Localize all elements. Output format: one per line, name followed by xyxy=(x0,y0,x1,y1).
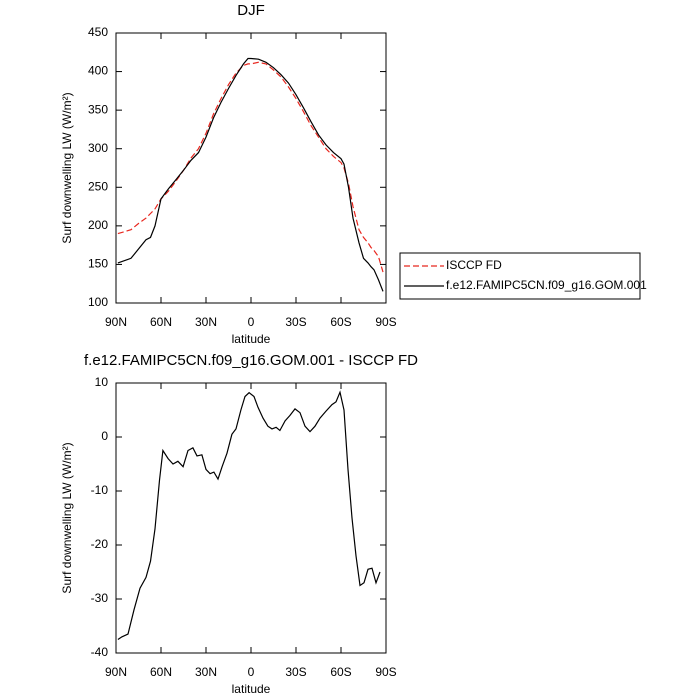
x-tick-label: 90S xyxy=(375,315,396,329)
y-tick-label: -40 xyxy=(91,645,109,659)
x-tick-label: 30N xyxy=(195,665,217,679)
chart-title: f.e12.FAMIPC5CN.f09_g16.GOM.001 - ISCCP … xyxy=(84,352,418,369)
y-tick-label: 400 xyxy=(88,64,108,78)
x-tick-label: 30N xyxy=(195,315,217,329)
y-axis-label: Surf downwelling LW (W/m²) xyxy=(60,442,74,593)
y-tick-label: 350 xyxy=(88,102,108,116)
x-axis-label: latitude xyxy=(232,332,271,346)
x-tick-label: 30S xyxy=(285,315,306,329)
x-tick-label: 30S xyxy=(285,665,306,679)
x-tick-label: 60N xyxy=(150,665,172,679)
legend-label: ISCCP FD xyxy=(446,258,502,272)
plot-frame xyxy=(115,32,387,304)
legend-label: f.e12.FAMIPC5CN.f09_g16.GOM.001 xyxy=(446,278,647,292)
y-tick-label: -20 xyxy=(91,537,109,551)
data-line xyxy=(117,390,381,641)
x-tick-label: 0 xyxy=(248,315,255,329)
y-tick-label: 250 xyxy=(88,179,108,193)
y-tick-label: 200 xyxy=(88,218,108,232)
y-axis-label: Surf downwelling LW (W/m²) xyxy=(60,92,74,243)
data-line xyxy=(117,57,384,292)
y-tick-label: 300 xyxy=(88,141,108,155)
x-tick-label: 60N xyxy=(150,315,172,329)
y-tick-label: 0 xyxy=(101,429,108,443)
x-tick-label: 60S xyxy=(330,665,351,679)
x-tick-label: 90N xyxy=(105,315,127,329)
x-tick-label: 90N xyxy=(105,665,127,679)
x-tick-label: 90S xyxy=(375,665,396,679)
x-tick-label: 0 xyxy=(248,665,255,679)
y-tick-label: -10 xyxy=(91,483,109,497)
y-tick-label: 100 xyxy=(88,295,108,309)
x-axis-label: latitude xyxy=(232,682,271,696)
legend-box xyxy=(399,252,641,300)
y-tick-label: 450 xyxy=(88,25,108,39)
chart-title: DJF xyxy=(237,2,265,19)
y-tick-label: -30 xyxy=(91,591,109,605)
x-tick-label: 60S xyxy=(330,315,351,329)
y-tick-label: 10 xyxy=(95,375,109,389)
data-line xyxy=(117,61,384,273)
y-tick-label: 150 xyxy=(88,257,108,271)
